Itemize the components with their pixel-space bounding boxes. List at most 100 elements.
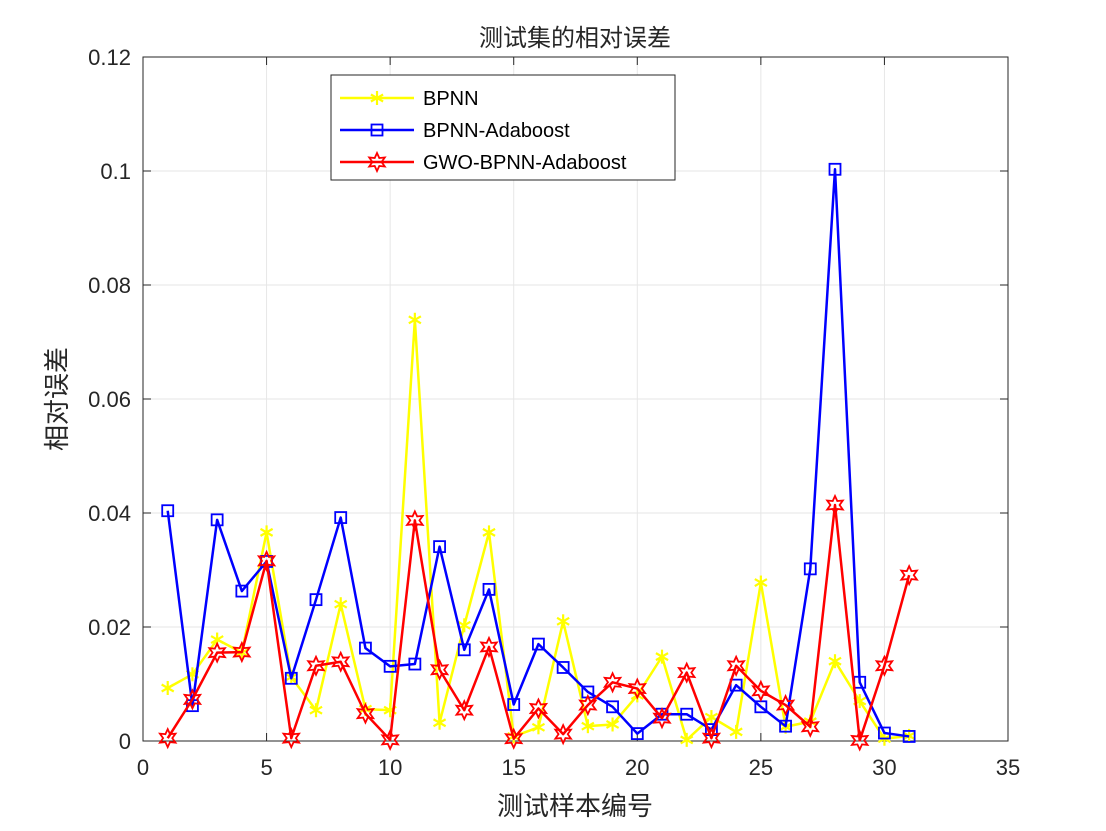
data-point-gwo-bpnn-adaboost	[899, 563, 919, 587]
data-point-gwo-bpnn-adaboost	[850, 729, 870, 752]
x-tick-label: 35	[996, 755, 1020, 780]
data-point-gwo-bpnn-adaboost	[355, 702, 376, 725]
legend: BPNN BPNN-Adaboost GWO-BPNN-Adaboost	[330, 74, 676, 181]
data-point-bpnn-adaboost	[507, 698, 521, 711]
data-point-bpnn-stroke	[482, 527, 496, 537]
data-point-gwo-bpnn-adaboost	[429, 658, 450, 681]
x-tick-label: 10	[378, 755, 402, 780]
data-point-gwo-bpnn-adaboost	[207, 641, 227, 664]
data-point-bpnn-stroke	[704, 712, 719, 722]
data-point-bpnn-adaboost	[630, 727, 644, 740]
data-point-bpnn-adaboost	[210, 513, 224, 527]
data-point-bpnn-stroke	[358, 704, 373, 714]
x-tick-label: 30	[872, 755, 896, 780]
data-point-bpnn	[655, 649, 669, 664]
legend-marker-bpnn	[370, 91, 384, 105]
data-point-bpnn-adaboost	[482, 582, 496, 596]
data-point-gwo-bpnn-adaboost	[578, 693, 598, 717]
data-point-gwo-bpnn-adaboost	[454, 699, 474, 722]
series-gwo-bpnn-adaboost	[158, 493, 919, 752]
data-point-bpnn	[432, 715, 447, 730]
y-tick-label: 0.06	[88, 387, 131, 412]
data-point-bpnn-stroke	[408, 315, 422, 325]
legend-marker-gwo-bpnn-adaboost	[367, 150, 387, 174]
y-axis-label: 相对误差	[43, 347, 73, 451]
data-point-gwo-bpnn-adaboost	[602, 671, 623, 694]
legend-label-gwo-bpnn-adaboost: GWO-BPNN-Adaboost	[423, 152, 627, 174]
y-tick-label: 0.08	[88, 273, 131, 298]
data-point-bpnn-stroke	[531, 722, 546, 732]
data-point-bpnn	[729, 724, 743, 739]
data-point-bpnn	[754, 575, 768, 590]
ticks: 0 5 10 15 20 25 30 35 0 0.02 0.04 0.06 0.08 0.1 0.12	[88, 45, 1020, 780]
data-point-bpnn-adaboost	[556, 661, 570, 674]
data-point-gwo-bpnn-adaboost	[331, 650, 351, 673]
data-point-bpnn-stroke	[581, 721, 595, 731]
data-point-gwo-bpnn-adaboost	[775, 693, 796, 717]
data-point-bpnn	[334, 597, 348, 612]
data-point-bpnn	[309, 703, 323, 718]
data-point-bpnn-adaboost	[383, 659, 397, 673]
data-point-gwo-bpnn-adaboost	[182, 688, 203, 711]
x-tick-label: 15	[501, 755, 525, 780]
data-point-gwo-bpnn-adaboost	[281, 726, 301, 750]
x-tick-label: 0	[137, 755, 149, 780]
y-tick-label: 0.04	[88, 501, 131, 526]
data-point-bpnn-stroke	[556, 616, 570, 626]
data-point-bpnn-adaboost	[359, 641, 372, 655]
data-point-bpnn-adaboost	[408, 657, 422, 671]
data-point-bpnn-adaboost	[433, 540, 446, 554]
data-point-bpnn	[680, 732, 694, 747]
data-point-bpnn-adaboost	[235, 584, 249, 598]
data-point-bpnn-adaboost	[779, 719, 792, 733]
data-point-bpnn-stroke	[210, 635, 224, 644]
y-tick-label: 0.12	[88, 45, 131, 70]
data-point-bpnn	[556, 614, 570, 629]
data-point-gwo-bpnn-adaboost	[504, 727, 524, 750]
series-layer	[158, 162, 919, 752]
data-point-gwo-bpnn-adaboost	[627, 677, 647, 700]
data-point-bpnn-adaboost	[309, 593, 323, 607]
y-tick-label: 0.1	[100, 159, 131, 184]
legend-marker-bpnn-adaboost	[370, 123, 384, 137]
series-bpnn-adaboost	[161, 162, 916, 743]
data-point-bpnn-stroke	[259, 527, 274, 537]
data-point-bpnn	[259, 525, 274, 540]
data-point-bpnn	[704, 710, 719, 725]
data-point-bpnn	[605, 717, 620, 732]
data-point-bpnn-stroke	[680, 735, 694, 745]
x-tick-label: 5	[260, 755, 272, 780]
data-point-gwo-bpnn-adaboost	[479, 635, 499, 659]
data-point-gwo-bpnn-adaboost	[800, 715, 820, 738]
data-point-gwo-bpnn-adaboost	[256, 549, 277, 573]
data-point-bpnn-adaboost	[457, 643, 471, 657]
data-point-bpnn-stroke	[729, 727, 743, 737]
data-point-gwo-bpnn-adaboost	[825, 493, 845, 517]
data-point-gwo-bpnn-adaboost	[306, 654, 326, 677]
data-point-bpnn-stroke	[655, 652, 669, 662]
data-point-bpnn	[482, 525, 496, 540]
data-point-gwo-bpnn-adaboost	[677, 661, 697, 684]
data-point-gwo-bpnn-adaboost	[405, 509, 425, 532]
data-point-bpnn-stroke	[334, 599, 348, 609]
legend-label-bpnn: BPNN	[423, 88, 479, 110]
data-point-bpnn	[581, 719, 595, 734]
data-point-bpnn	[531, 720, 546, 735]
data-point-bpnn-adaboost	[878, 726, 891, 740]
data-point-gwo-bpnn-adaboost	[701, 726, 722, 750]
chart-title: 测试集的相对误差	[479, 24, 671, 52]
data-point-bpnn-adaboost	[902, 730, 916, 743]
y-tick-label: 0	[119, 729, 131, 754]
y-tick-label: 0.02	[88, 615, 131, 640]
series-line-gwo-bpnn-adaboost	[166, 503, 911, 742]
data-point-bpnn-adaboost	[828, 162, 842, 176]
data-point-gwo-bpnn-adaboost	[232, 640, 252, 664]
data-point-bpnn-stroke	[309, 705, 323, 715]
data-point-gwo-bpnn-adaboost	[158, 726, 178, 750]
data-point-bpnn-adaboost	[334, 511, 348, 524]
data-point-bpnn-adaboost	[284, 671, 298, 685]
data-point-bpnn	[161, 680, 175, 695]
data-point-bpnn-stroke	[432, 718, 447, 728]
x-axis-label: 测试样本编号	[497, 792, 653, 822]
